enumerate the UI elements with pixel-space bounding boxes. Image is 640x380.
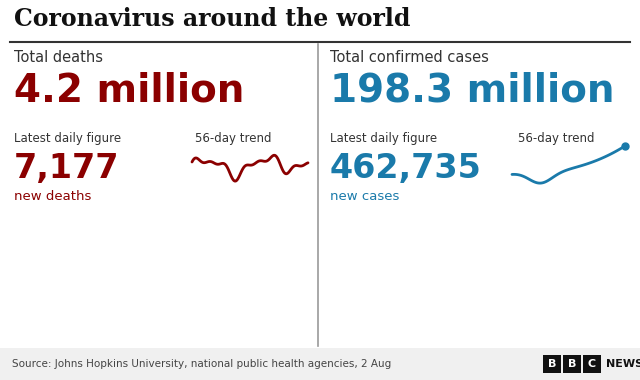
Bar <box>0 348 640 380</box>
Text: B: B <box>548 359 556 369</box>
Text: B: B <box>568 359 576 369</box>
Text: 56-day trend: 56-day trend <box>195 132 271 145</box>
Text: Latest daily figure: Latest daily figure <box>330 132 437 145</box>
Text: 462,735: 462,735 <box>330 152 482 185</box>
Text: NEWS: NEWS <box>606 359 640 369</box>
Text: new deaths: new deaths <box>14 190 92 203</box>
Text: 56-day trend: 56-day trend <box>518 132 595 145</box>
Text: Latest daily figure: Latest daily figure <box>14 132 121 145</box>
Bar <box>543 355 561 373</box>
Bar <box>563 355 581 373</box>
Text: Coronavirus around the world: Coronavirus around the world <box>14 7 410 31</box>
Text: new cases: new cases <box>330 190 399 203</box>
Text: Total confirmed cases: Total confirmed cases <box>330 50 489 65</box>
Text: Source: Johns Hopkins University, national public health agencies, 2 Aug: Source: Johns Hopkins University, nation… <box>12 359 391 369</box>
Text: Total deaths: Total deaths <box>14 50 103 65</box>
Text: 7,177: 7,177 <box>14 152 120 185</box>
Text: 198.3 million: 198.3 million <box>330 72 614 110</box>
Bar <box>583 355 601 373</box>
Text: 4.2 million: 4.2 million <box>14 72 244 110</box>
Text: C: C <box>588 359 596 369</box>
